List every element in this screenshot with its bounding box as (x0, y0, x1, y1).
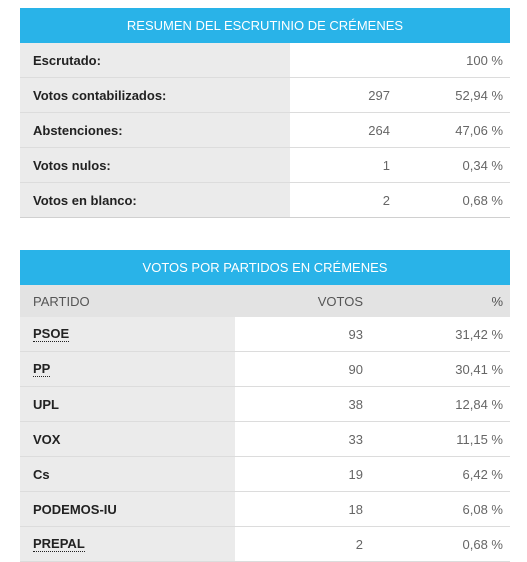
party-votes: 33 (348, 431, 363, 447)
summary-label: Votos contabilizados: (20, 78, 290, 112)
summary-label: Escrutado: (20, 43, 290, 77)
party-name: UPL (33, 396, 59, 412)
party-name-cell: PSOE (20, 317, 235, 351)
parties-title: VOTOS POR PARTIDOS EN CRÉMENES (20, 250, 510, 285)
summary-label: Votos en blanco: (20, 183, 290, 217)
table-row: PREPAL 2 0,68 % (20, 527, 510, 562)
column-header-votes: VOTOS (317, 293, 363, 309)
party-pct: 31,42 % (455, 326, 503, 342)
table-row: PODEMOS-IU 18 6,08 % (20, 492, 510, 527)
party-votes: 2 (355, 536, 363, 552)
party-name-cell: PREPAL (20, 527, 235, 561)
summary-label: Votos nulos: (20, 148, 290, 182)
summary-pct: 47,06 % (455, 122, 503, 138)
table-row: Cs 19 6,42 % (20, 457, 510, 492)
table-row: VOX 33 11,15 % (20, 422, 510, 457)
column-header-pct: % (491, 293, 503, 309)
summary-table: Escrutado: 100 % Votos contabilizados: 2… (20, 43, 510, 218)
party-votes: 18 (348, 501, 363, 517)
table-row: PSOE 93 31,42 % (20, 317, 510, 352)
party-name-cell: PP (20, 352, 235, 386)
summary-votes: 1 (382, 157, 390, 173)
summary-panel: RESUMEN DEL ESCRUTINIO DE CRÉMENES Escru… (20, 8, 510, 218)
summary-row-null-votes: Votos nulos: 1 0,34 % (20, 148, 510, 183)
party-name[interactable]: PP (33, 360, 51, 377)
party-votes: 38 (348, 396, 363, 412)
party-name[interactable]: PREPAL (33, 535, 85, 552)
summary-label: Abstenciones: (20, 113, 290, 147)
summary-pct: 0,34 % (462, 157, 503, 173)
parties-column-headers: PARTIDO VOTOS % (20, 285, 510, 317)
summary-votes: 2 (382, 192, 390, 208)
party-votes: 90 (348, 361, 363, 377)
party-votes: 93 (348, 326, 363, 342)
party-pct: 12,84 % (455, 396, 503, 412)
parties-panel: VOTOS POR PARTIDOS EN CRÉMENES PARTIDO V… (20, 250, 510, 562)
summary-pct: 100 % (466, 52, 503, 68)
column-header-party: PARTIDO (33, 293, 90, 309)
party-votes: 19 (348, 466, 363, 482)
party-name-cell: VOX (20, 422, 235, 456)
party-pct: 0,68 % (462, 536, 503, 552)
party-name-cell: UPL (20, 387, 235, 421)
party-pct: 6,08 % (462, 501, 503, 517)
summary-votes: 297 (368, 87, 390, 103)
table-row: PP 90 30,41 % (20, 352, 510, 387)
party-name: VOX (33, 431, 61, 447)
summary-row-blank-votes: Votos en blanco: 2 0,68 % (20, 183, 510, 218)
party-pct: 11,15 % (456, 431, 503, 447)
table-row: UPL 38 12,84 % (20, 387, 510, 422)
summary-row-counted-pct: Escrutado: 100 % (20, 43, 510, 78)
party-pct: 30,41 % (455, 361, 503, 377)
summary-row-abstentions: Abstenciones: 264 47,06 % (20, 113, 510, 148)
party-name: Cs (33, 466, 50, 482)
party-pct: 6,42 % (462, 466, 503, 482)
party-name: PODEMOS-IU (33, 501, 117, 517)
party-name[interactable]: PSOE (33, 325, 70, 342)
summary-votes (290, 43, 390, 77)
party-name-cell: PODEMOS-IU (20, 492, 235, 526)
parties-table: PSOE 93 31,42 % PP 90 30,41 % UPL 38 12,… (20, 317, 510, 562)
summary-pct: 52,94 % (455, 87, 503, 103)
summary-row-counted-votes: Votos contabilizados: 297 52,94 % (20, 78, 510, 113)
party-name-cell: Cs (20, 457, 235, 491)
summary-title: RESUMEN DEL ESCRUTINIO DE CRÉMENES (20, 8, 510, 43)
summary-pct: 0,68 % (462, 192, 503, 208)
summary-votes: 264 (368, 122, 390, 138)
